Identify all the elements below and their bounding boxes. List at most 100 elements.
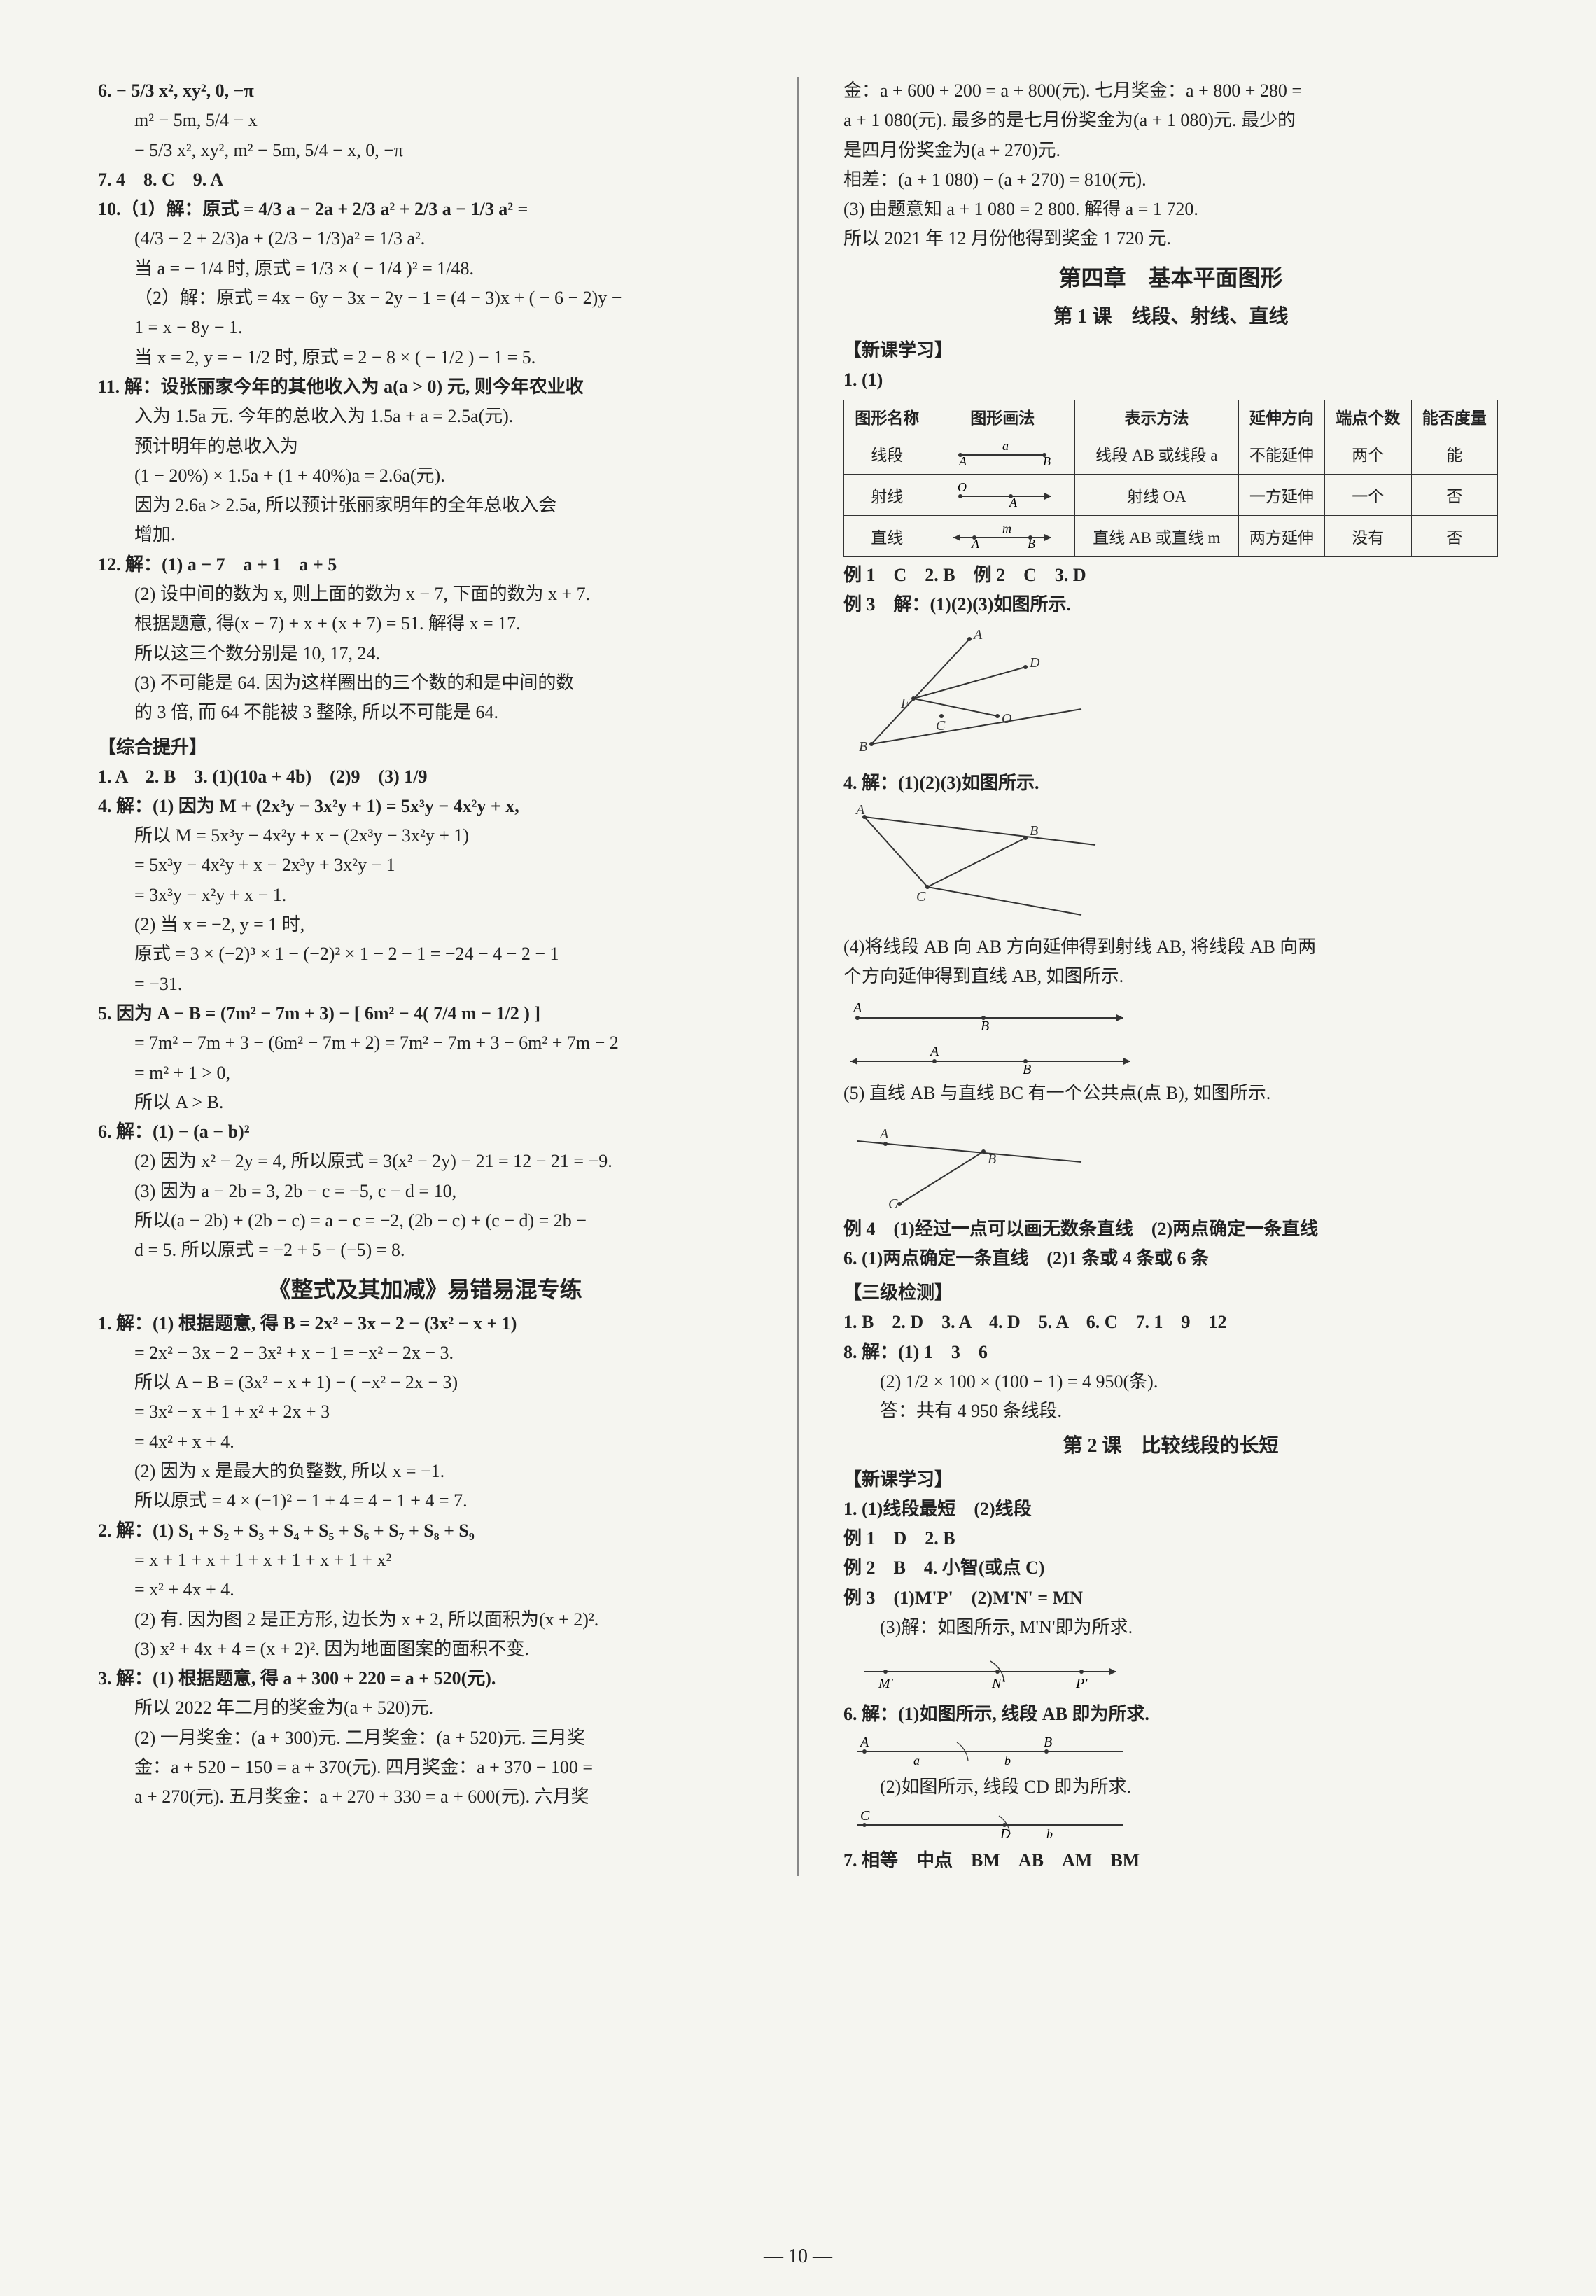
svg-text:B: B bbox=[1044, 1735, 1052, 1750]
figure-ab-bc: A B C bbox=[844, 1113, 1096, 1211]
zhts-q5-l4: 所以 A > B. bbox=[98, 1088, 752, 1116]
zl-q3-l4: 金：a + 520 − 150 = a + 370(元). 四月奖金：a + 3… bbox=[98, 1754, 752, 1782]
q6-line2: m² − 5m, 5/4 − x bbox=[98, 106, 752, 134]
ray-icon: O A bbox=[946, 479, 1058, 507]
left-column: 6. − 5/3 x², xy², 0, −π m² − 5m, 5/4 − x… bbox=[98, 77, 752, 1876]
q10-line1: 10.（1）解：原式 = 4/3 a − 2a + 2/3 a² + 2/3 a… bbox=[98, 195, 752, 223]
cell-rep: 射线 OA bbox=[1075, 475, 1239, 516]
svg-text:b: b bbox=[1046, 1827, 1053, 1841]
th-rep: 表示方法 bbox=[1075, 400, 1239, 433]
svg-text:F: F bbox=[900, 696, 910, 711]
zhts-q6-l4: 所以(a − 2b) + (2b − c) = a − c = −2, (2b … bbox=[98, 1207, 752, 1235]
zhts-q6-l2: (2) 因为 x² − 2y = 4, 所以原式 = 3(x² − 2y) − … bbox=[98, 1147, 752, 1175]
cell-ext: 两方延伸 bbox=[1238, 516, 1324, 557]
q1-prefix: 1. (1) bbox=[844, 366, 1498, 394]
zl-q1-l6: (2) 因为 x 是最大的负整数, 所以 x = −1. bbox=[98, 1457, 752, 1485]
sjjc-title: 【三级检测】 bbox=[844, 1278, 1498, 1304]
svg-text:O: O bbox=[958, 480, 967, 494]
cell-rep: 线段 AB 或线段 a bbox=[1075, 433, 1239, 475]
cell-ext: 不能延伸 bbox=[1238, 433, 1324, 475]
svg-text:D: D bbox=[1029, 655, 1040, 671]
table-header-row: 图形名称 图形画法 表示方法 延伸方向 端点个数 能否度量 bbox=[844, 400, 1498, 433]
table-row-ray: 射线 O A 射线 OA 一方延伸 一个 否 bbox=[844, 475, 1498, 516]
zl-q1-l4: = 3x² − x + 1 + x² + 2x + 3 bbox=[98, 1398, 752, 1426]
zl-cont-l2: a + 1 080(元). 最多的是七月份奖金为(a + 1 080)元. 最少… bbox=[844, 106, 1498, 134]
svg-text:A: A bbox=[972, 627, 983, 643]
q12-line6: 的 3 倍, 而 64 不能被 3 整除, 所以不可能是 64. bbox=[98, 699, 752, 727]
column-separator bbox=[797, 77, 799, 1876]
zhts-q4-l2: 所以 M = 5x³y − 4x²y + x − (2x³y − 3x²y + … bbox=[98, 822, 752, 850]
zhts-q5-l3: = m² + 1 > 0, bbox=[98, 1059, 752, 1087]
zhts-q4-l6: 原式 = 3 × (−2)³ × 1 − (−2)² × 1 − 2 − 1 =… bbox=[98, 940, 752, 968]
svg-text:a: a bbox=[913, 1754, 920, 1768]
q6r: 6. (1)两点确定一条直线 (2)1 条或 4 条或 6 条 bbox=[844, 1245, 1498, 1273]
svg-text:a: a bbox=[1002, 439, 1009, 453]
zl-q3-l5: a + 270(元). 五月奖金：a + 270 + 330 = a + 600… bbox=[98, 1783, 752, 1811]
svg-text:A: A bbox=[852, 1000, 862, 1016]
svg-text:B: B bbox=[1023, 1062, 1031, 1075]
zl-q2-l1: 2. 解：(1) S₁ + S₂ + S₃ + S₄ + S₅ + S₆ + S… bbox=[98, 1517, 752, 1545]
svg-text:O: O bbox=[1002, 711, 1011, 727]
cell-draw: A m B bbox=[930, 516, 1075, 557]
figure-line-ab: A B bbox=[844, 1040, 1138, 1075]
zhts-q4-l7: = −31. bbox=[98, 970, 752, 998]
segment-icon: A a B bbox=[946, 438, 1058, 465]
svg-text:C: C bbox=[888, 1196, 898, 1211]
l2-li2: 例 2 B 4. 小智(或点 C) bbox=[844, 1554, 1498, 1582]
cell-name: 射线 bbox=[844, 475, 930, 516]
zhts-q6-l1: 6. 解：(1) − (a − b)² bbox=[98, 1118, 752, 1146]
cell-draw: O A bbox=[930, 475, 1075, 516]
q11-line4: (1 − 20%) × 1.5a + (1 + 40%)a = 2.6a(元). bbox=[98, 462, 752, 490]
line-icon: A m B bbox=[946, 520, 1058, 548]
zl-cont-l4: 相差：(a + 1 080) − (a + 270) = 810(元). bbox=[844, 166, 1498, 194]
zhts-q4-l5: (2) 当 x = −2, y = 1 时, bbox=[98, 911, 752, 939]
q6-line3: − 5/3 x², xy², m² − 5m, 5/4 − x, 0, −π bbox=[98, 136, 752, 164]
table-row-segment: 线段 A a B 线段 AB 或线段 a 不能延伸 两个 能 bbox=[844, 433, 1498, 475]
zl-cont-l1: 金：a + 600 + 200 = a + 800(元). 七月奖金：a + 8… bbox=[844, 77, 1498, 105]
svg-text:A: A bbox=[929, 1044, 939, 1059]
chapter4-subtitle: 第 1 课 线段、射线、直线 bbox=[844, 301, 1498, 329]
li1: 例 1 C 2. B 例 2 C 3. D bbox=[844, 561, 1498, 589]
lesson2-title: 第 2 课 比较线段的长短 bbox=[844, 1430, 1498, 1458]
cell-draw: A a B bbox=[930, 433, 1075, 475]
q12-line3: 根据题意, 得(x − 7) + x + (x + 7) = 51. 解得 x … bbox=[98, 610, 752, 638]
zl-cont-l3: 是四月份奖金为(a + 270)元. bbox=[844, 136, 1498, 164]
zl-cont-l6: 所以 2021 年 12 月份他得到奖金 1 720 元. bbox=[844, 225, 1498, 253]
cell-name: 线段 bbox=[844, 433, 930, 475]
zhts-line1: 1. A 2. B 3. (1)(10a + 4b) (2)9 (3) 1/9 bbox=[98, 763, 752, 791]
sjjc-l2: 8. 解：(1) 1 3 6 bbox=[844, 1338, 1498, 1366]
zl-q2-l4: (2) 有. 因为图 2 是正方形, 边长为 x + 2, 所以面积为(x + … bbox=[98, 1606, 752, 1634]
zl-q2-l5: (3) x² + 4x + 4 = (x + 2)². 因为地面图案的面积不变. bbox=[98, 1635, 752, 1663]
q4e: (5) 直线 AB 与直线 BC 有一个公共点(点 B), 如图所示. bbox=[844, 1079, 1498, 1107]
li4: 例 4 (1)经过一点可以画无数条直线 (2)两点确定一条直线 bbox=[844, 1215, 1498, 1243]
svg-text:M': M' bbox=[878, 1676, 894, 1691]
q12-line2: (2) 设中间的数为 x, 则上面的数为 x − 7, 下面的数为 x + 7. bbox=[98, 580, 752, 608]
page-number: — 10 — bbox=[764, 2246, 832, 2268]
cell-meas: 能 bbox=[1411, 433, 1497, 475]
q6-2-l2: (2)如图所示, 线段 CD 即为所求. bbox=[844, 1773, 1498, 1801]
l2-li1: 例 1 D 2. B bbox=[844, 1525, 1498, 1553]
figure-ray-ab: A B bbox=[844, 997, 1138, 1032]
q6-2-l1: 6. 解：(1)如图所示, 线段 AB 即为所求. bbox=[844, 1700, 1498, 1728]
svg-text:B: B bbox=[859, 739, 867, 755]
figure-mnp: M' N' P' bbox=[844, 1647, 1138, 1696]
q11-line1: 11. 解：设张丽家今年的其他收入为 a(a > 0) 元, 则今年农业收 bbox=[98, 373, 752, 401]
cell-name: 直线 bbox=[844, 516, 930, 557]
cell-pts: 一个 bbox=[1325, 475, 1411, 516]
svg-text:A: A bbox=[859, 1735, 869, 1750]
q11-line3: 预计明年的总收入为 bbox=[98, 433, 752, 461]
th-ext: 延伸方向 bbox=[1238, 400, 1324, 433]
q10-line5: 1 = x − 8y − 1. bbox=[98, 314, 752, 342]
sjjc-l4: 答：共有 4 950 条线段. bbox=[844, 1397, 1498, 1425]
svg-text:C: C bbox=[916, 889, 926, 904]
zl-q2-l3: = x² + 4x + 4. bbox=[98, 1576, 752, 1604]
cell-ext: 一方延伸 bbox=[1238, 475, 1324, 516]
q12-line5: (3) 不可能是 64. 因为这样圈出的三个数的和是中间的数 bbox=[98, 669, 752, 697]
q10-line2: (4/3 − 2 + 2/3)a + (2/3 − 1/3)a² = 1/3 a… bbox=[98, 225, 752, 253]
cell-pts: 没有 bbox=[1325, 516, 1411, 557]
svg-text:b: b bbox=[1004, 1754, 1011, 1768]
q10-line6: 当 x = 2, y = − 1/2 时, 原式 = 2 − 8 × ( − 1… bbox=[98, 344, 752, 372]
q11-line6: 增加. bbox=[98, 521, 752, 549]
zl-q3-l3: (2) 一月奖金：(a + 300)元. 二月奖金：(a + 520)元. 三月… bbox=[98, 1724, 752, 1752]
cell-meas: 否 bbox=[1411, 475, 1497, 516]
